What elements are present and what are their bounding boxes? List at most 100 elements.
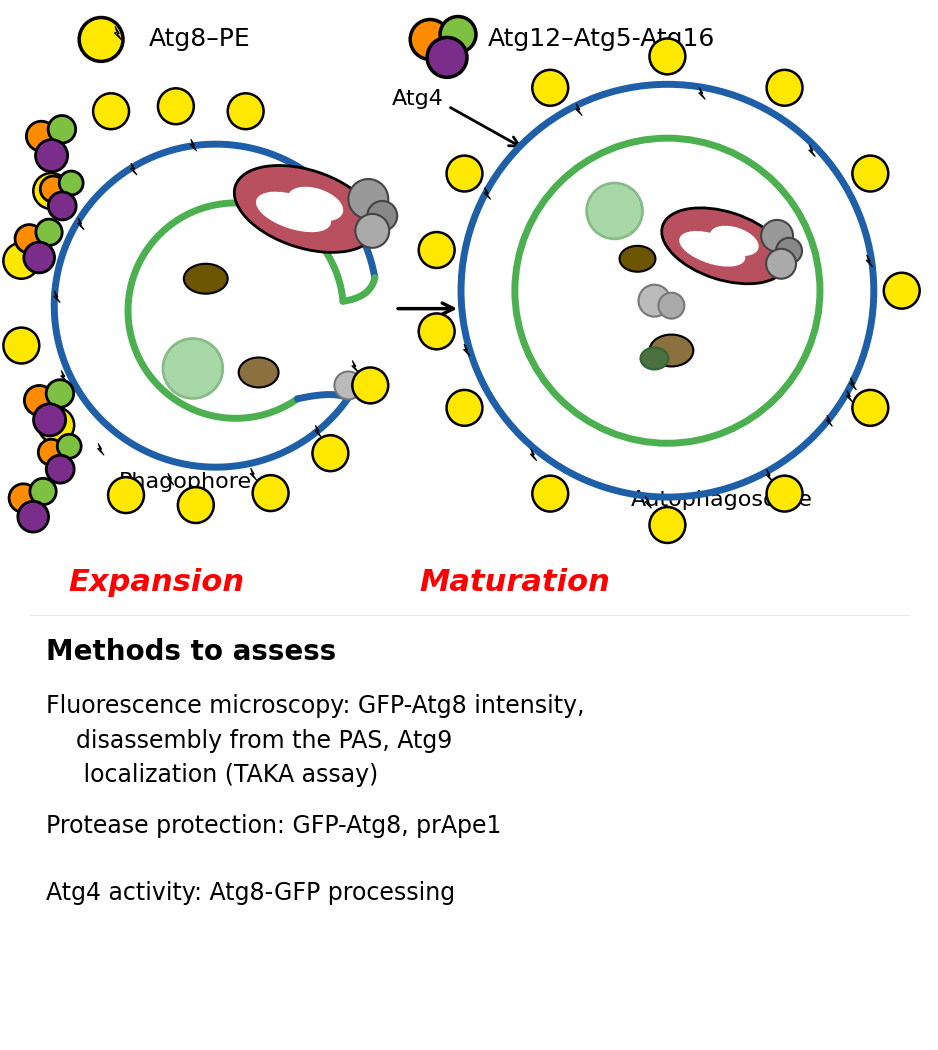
Circle shape [649,39,686,75]
Circle shape [46,456,74,483]
Circle shape [418,232,455,268]
Circle shape [23,243,54,273]
Polygon shape [167,474,174,485]
Polygon shape [530,448,537,461]
Circle shape [853,155,888,191]
Text: Atg8–PE: Atg8–PE [149,27,250,51]
Polygon shape [463,344,470,356]
Ellipse shape [184,264,228,294]
Text: Fluorescence microscopy: GFP-Atg8 intensity,
    disassembly from the PAS, Atg9
: Fluorescence microscopy: GFP-Atg8 intens… [46,694,584,788]
Polygon shape [866,255,872,267]
Ellipse shape [649,335,693,366]
Ellipse shape [257,192,330,231]
Polygon shape [484,188,491,200]
Circle shape [766,249,796,278]
Circle shape [15,225,43,253]
Circle shape [57,435,82,458]
Circle shape [658,293,685,318]
Text: Expansion: Expansion [68,568,244,596]
Circle shape [108,477,144,513]
Circle shape [418,314,455,350]
Circle shape [410,20,450,60]
Polygon shape [846,391,853,402]
Polygon shape [352,360,358,373]
Text: Autophagosome: Autophagosome [631,490,813,510]
Circle shape [93,93,129,129]
Circle shape [766,476,803,511]
Circle shape [33,173,69,209]
Circle shape [335,372,362,399]
Ellipse shape [641,348,669,370]
Circle shape [532,476,568,511]
Polygon shape [98,443,104,456]
Circle shape [38,407,74,443]
Circle shape [48,192,76,219]
Text: Maturation: Maturation [419,568,611,596]
Circle shape [9,484,38,512]
Polygon shape [644,497,651,508]
Text: Protease protection: GFP-Atg8, prApe1: Protease protection: GFP-Atg8, prApe1 [46,814,502,838]
Circle shape [639,285,671,317]
Polygon shape [576,104,582,116]
Circle shape [446,390,482,426]
Text: Phagophore: Phagophore [119,472,252,492]
Circle shape [427,38,467,78]
Circle shape [40,176,67,202]
Text: Atg4 activity: Atg8-GFP processing: Atg4 activity: Atg8-GFP processing [46,881,455,905]
Ellipse shape [710,227,758,255]
Ellipse shape [234,166,377,252]
Polygon shape [315,425,322,437]
Circle shape [4,243,39,278]
Circle shape [46,380,74,407]
Circle shape [163,338,222,398]
Circle shape [30,479,56,505]
Circle shape [853,390,888,426]
Ellipse shape [238,357,279,387]
Circle shape [48,116,76,143]
Circle shape [353,368,388,403]
Ellipse shape [680,232,745,266]
Circle shape [158,88,194,124]
Polygon shape [850,378,856,390]
Circle shape [4,328,39,363]
Circle shape [38,439,64,465]
Circle shape [586,183,643,238]
Circle shape [36,140,68,172]
Circle shape [649,507,686,543]
Polygon shape [190,140,197,151]
Circle shape [252,476,289,511]
Polygon shape [809,145,815,156]
Circle shape [776,238,802,264]
Circle shape [356,214,389,248]
Circle shape [24,385,54,416]
Ellipse shape [620,246,656,272]
Polygon shape [130,163,137,175]
Polygon shape [61,371,68,382]
Circle shape [36,219,62,246]
Circle shape [312,436,348,471]
Polygon shape [766,469,773,481]
Circle shape [440,17,476,52]
Ellipse shape [661,208,787,284]
Text: Atg12–Atg5-Atg16: Atg12–Atg5-Atg16 [488,27,716,51]
Text: Methods to assess: Methods to assess [46,637,337,666]
Circle shape [34,404,66,436]
Polygon shape [826,416,832,426]
Polygon shape [53,291,60,302]
Circle shape [26,121,56,151]
Circle shape [761,219,793,252]
Circle shape [532,70,568,106]
Polygon shape [78,218,84,230]
Circle shape [79,18,123,61]
Circle shape [178,487,214,523]
Circle shape [884,273,919,309]
Circle shape [228,93,264,129]
Circle shape [348,180,388,218]
Ellipse shape [288,188,342,220]
Polygon shape [250,468,257,480]
Circle shape [368,201,397,231]
Circle shape [446,155,482,191]
Circle shape [18,501,49,532]
Circle shape [59,171,83,195]
Circle shape [766,70,803,106]
